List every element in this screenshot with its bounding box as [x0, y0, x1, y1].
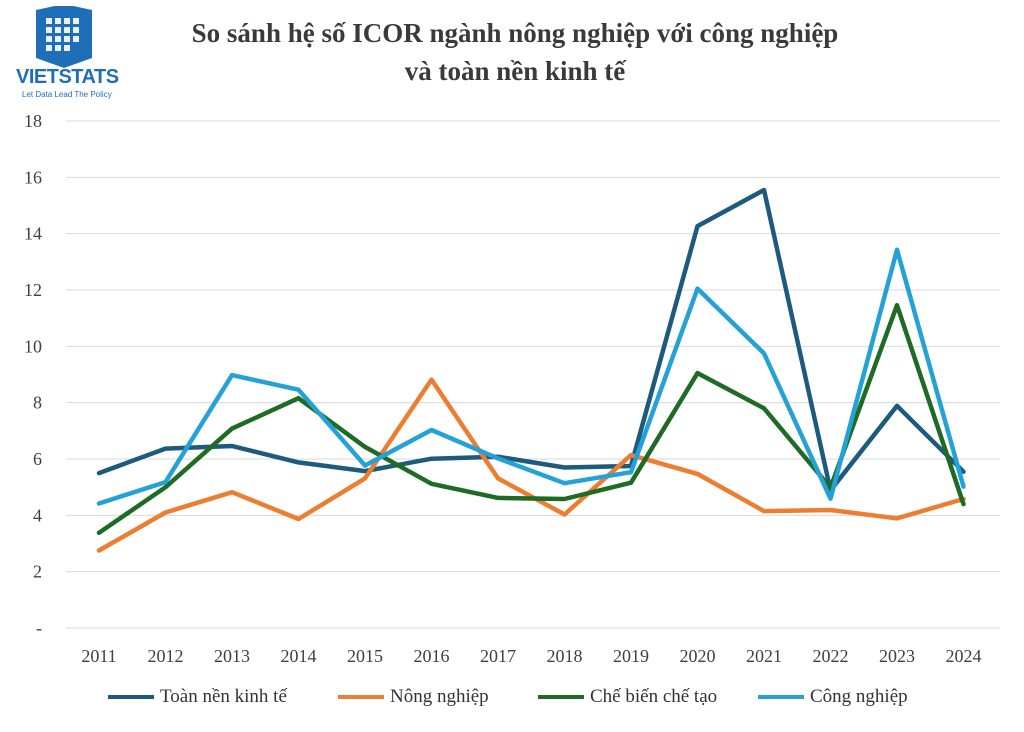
y-tick-label: 6: [33, 449, 42, 469]
legend-label: Chế biến chế tạo: [590, 686, 718, 707]
x-tick-label: 2018: [547, 646, 583, 666]
x-tick-label: 2020: [680, 646, 716, 666]
x-tick-label: 2013: [214, 646, 250, 666]
y-tick-label: 8: [33, 393, 42, 413]
legend-swatch: [758, 695, 804, 699]
legend-swatch: [108, 695, 154, 699]
y-tick-label: 10: [24, 336, 42, 356]
x-tick-label: 2014: [281, 646, 317, 666]
legend-label: Công nghiệp: [810, 686, 908, 707]
legend-item: Nông nghiệp: [338, 682, 489, 712]
legend-item: Công nghiệp: [758, 682, 908, 712]
y-tick-label: 14: [24, 224, 42, 244]
y-tick-label: 2: [33, 562, 42, 582]
x-tick-label: 2016: [414, 646, 450, 666]
series-line-2: [96, 377, 966, 553]
series-line-3: [96, 302, 966, 536]
x-tick-label: 2021: [746, 646, 782, 666]
legend-item: Chế biến chế tạo: [538, 682, 717, 712]
y-tick-label: 16: [24, 167, 42, 187]
x-tick-label: 2011: [81, 646, 116, 666]
legend-label: Toàn nền kinh tế: [160, 686, 287, 707]
x-tick-label: 2012: [148, 646, 184, 666]
x-tick-label: 2023: [879, 646, 915, 666]
y-tick-label: 12: [24, 280, 42, 300]
chart-title-line-2: và toàn nền kinh tế: [404, 56, 626, 86]
series-line-1: [96, 187, 966, 493]
logo-name: VIETSTATS: [16, 66, 119, 88]
x-tick-label: 2015: [347, 646, 383, 666]
y-tick-label: -: [36, 618, 42, 638]
chart-title-line-1: So sánh hệ số ICOR ngành nông nghiệp với…: [191, 18, 839, 48]
x-axis-ticks: 2011 2012 2013 2014 2015 2016 2017 2018 2019 2020…: [81, 646, 981, 666]
legend-label: Nông nghiệp: [390, 686, 489, 707]
x-tick-label: 2017: [480, 646, 516, 666]
grid-lines: [66, 120, 1000, 629]
series-lines: [96, 187, 966, 553]
legend-swatch: [338, 695, 384, 699]
y-axis-ticks: - 2 4 6 8 10 12 14 16 18: [24, 111, 42, 638]
legend-item: Toàn nền kinh tế: [108, 682, 287, 712]
series-line-4: [96, 247, 966, 506]
legend-swatch: [538, 695, 584, 699]
vietstats-logo: [36, 6, 92, 68]
x-tick-label: 2019: [613, 646, 649, 666]
x-tick-label: 2024: [946, 646, 982, 666]
logo-tagline: Let Data Lead The Policy: [22, 90, 112, 99]
y-tick-label: 18: [24, 111, 42, 131]
x-tick-label: 2022: [813, 646, 849, 666]
y-tick-label: 4: [33, 505, 42, 525]
chart-legend: Toàn nền kinh tế Nông nghiệp Chế biến chế …: [0, 682, 1024, 712]
